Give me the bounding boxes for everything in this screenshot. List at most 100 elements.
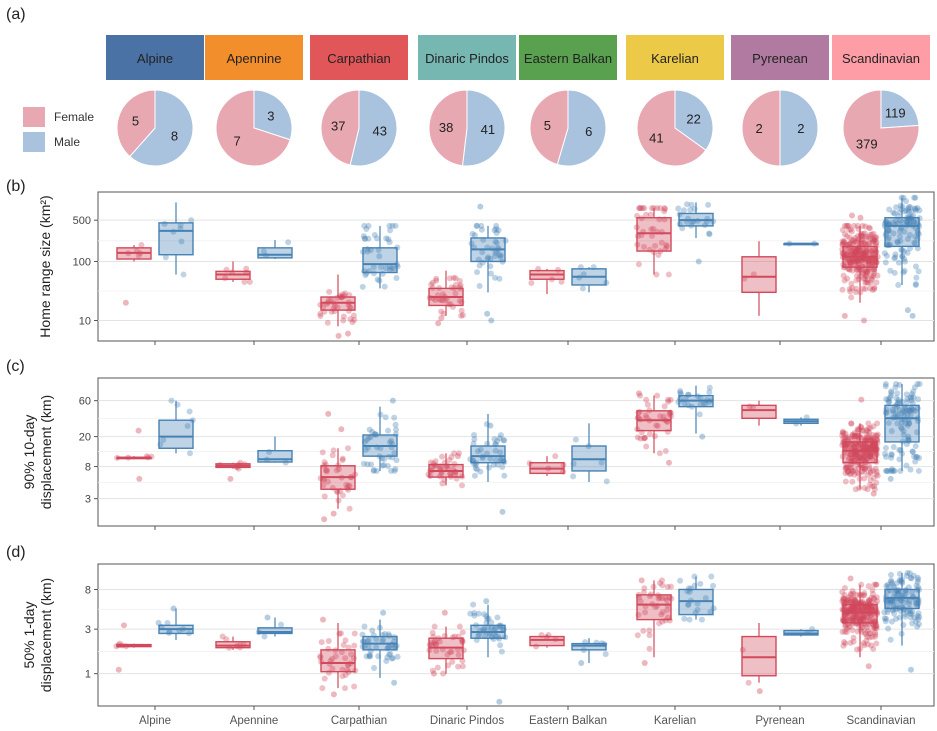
data-point xyxy=(854,258,861,265)
data-point xyxy=(852,440,859,447)
data-point xyxy=(868,620,875,627)
data-point xyxy=(492,447,499,454)
ten-day-y-axis-title: 90% 10-daydisplacement (km) xyxy=(21,395,54,509)
pie-label-male-carpathian: 43 xyxy=(373,123,387,138)
data-point xyxy=(444,651,451,658)
data-point xyxy=(906,245,913,252)
data-point xyxy=(871,270,878,277)
data-point xyxy=(852,486,859,493)
data-point xyxy=(851,614,858,621)
data-point xyxy=(471,436,478,443)
population-box-eastern-balkan xyxy=(519,35,617,80)
data-point xyxy=(449,634,456,641)
data-point xyxy=(186,450,193,457)
data-point xyxy=(915,467,922,474)
data-point xyxy=(908,391,915,398)
data-point xyxy=(887,597,894,604)
data-point xyxy=(342,290,349,297)
data-point xyxy=(445,301,452,308)
jitter-points xyxy=(263,448,289,466)
data-point xyxy=(667,409,674,416)
data-point xyxy=(860,457,867,464)
data-point xyxy=(911,384,918,391)
data-point xyxy=(842,246,849,253)
population-box-dinaric-pindos xyxy=(418,35,516,80)
data-point xyxy=(338,294,345,301)
data-point xyxy=(916,215,923,222)
data-point xyxy=(442,297,449,304)
data-point xyxy=(560,461,567,468)
data-point xyxy=(861,437,868,444)
data-point xyxy=(859,607,866,614)
data-point xyxy=(342,655,349,662)
data-point xyxy=(890,602,897,609)
data-point xyxy=(915,598,922,605)
data-point xyxy=(847,639,854,646)
data-point xyxy=(856,606,863,613)
data-point xyxy=(477,468,484,475)
data-point xyxy=(873,581,880,588)
data-point xyxy=(844,275,851,282)
outlier-point xyxy=(483,598,490,605)
data-point xyxy=(350,312,357,319)
data-point xyxy=(915,576,922,583)
data-point xyxy=(866,443,873,450)
data-point xyxy=(857,621,864,628)
data-point xyxy=(854,233,861,240)
pie-label-male-alpine: 8 xyxy=(171,128,178,143)
data-point xyxy=(855,604,862,611)
jitter-points xyxy=(578,639,609,667)
data-point xyxy=(469,230,476,237)
data-point xyxy=(840,430,847,437)
data-point xyxy=(895,590,902,597)
data-point xyxy=(893,380,900,387)
data-point xyxy=(484,440,491,447)
data-point xyxy=(857,289,864,296)
data-point xyxy=(863,637,870,644)
data-point xyxy=(853,258,860,265)
data-point xyxy=(484,615,491,622)
data-point xyxy=(655,595,662,602)
data-point xyxy=(841,222,848,229)
data-point xyxy=(872,432,879,439)
outlier-point xyxy=(887,475,894,482)
data-point xyxy=(361,268,368,275)
data-point xyxy=(848,604,855,611)
data-point xyxy=(663,243,670,250)
data-point xyxy=(498,457,505,464)
data-point xyxy=(861,614,868,621)
data-point xyxy=(904,436,911,443)
data-point xyxy=(439,291,446,298)
box-iqr xyxy=(884,217,920,248)
data-point xyxy=(883,467,890,474)
data-point xyxy=(862,437,869,444)
data-point xyxy=(863,268,870,275)
data-point xyxy=(868,642,875,649)
data-point xyxy=(867,630,874,637)
data-point xyxy=(852,250,859,257)
data-point xyxy=(839,241,846,248)
data-point xyxy=(391,467,398,474)
data-point xyxy=(859,441,866,448)
data-point xyxy=(902,404,909,411)
data-point xyxy=(437,297,444,304)
data-point xyxy=(362,446,369,453)
data-point xyxy=(865,264,872,271)
data-point xyxy=(895,396,902,403)
ten-day-box-female-karelian xyxy=(634,390,675,466)
data-point xyxy=(864,614,871,621)
data-point xyxy=(656,450,663,457)
data-point xyxy=(471,612,478,619)
data-point xyxy=(635,611,642,618)
home-range-box-female-karelian xyxy=(633,205,672,278)
data-point xyxy=(857,601,864,608)
data-point xyxy=(885,226,892,233)
data-point xyxy=(867,231,874,238)
data-point xyxy=(869,435,876,442)
data-point xyxy=(166,628,173,635)
data-point xyxy=(882,380,889,387)
data-point xyxy=(342,671,349,678)
data-point xyxy=(862,601,869,608)
data-point xyxy=(346,303,353,310)
data-point xyxy=(646,632,653,639)
